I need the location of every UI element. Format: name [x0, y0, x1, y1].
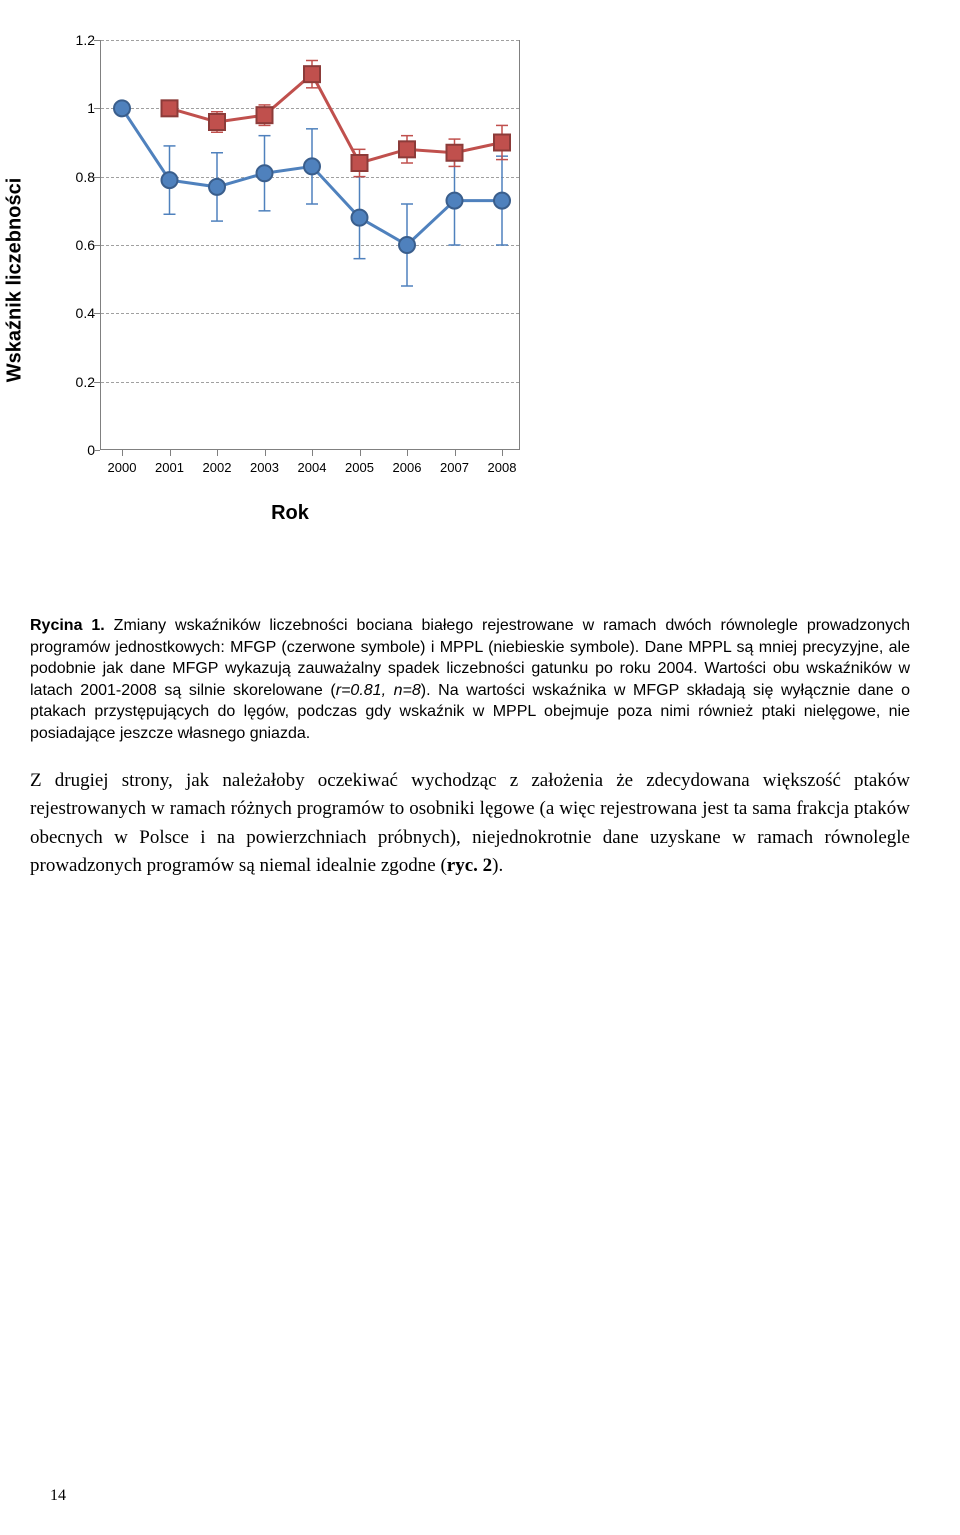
y-tick-label: 1.2: [55, 32, 95, 48]
y-tick-label: 0.2: [55, 374, 95, 390]
chart-y-axis-label: Wskaźnik liczebności: [4, 178, 27, 383]
x-tick-label: 2003: [250, 460, 279, 475]
marker-circle: [114, 100, 130, 116]
marker-square: [304, 66, 320, 82]
x-tick-mark: [170, 450, 171, 456]
x-tick-label: 2008: [488, 460, 517, 475]
chart-plot-area: 00.20.40.60.811.2 2000200120022003200420…: [100, 40, 520, 450]
x-tick-label: 2005: [345, 460, 374, 475]
figure-caption: Rycina 1. Zmiany wskaźników liczebności …: [30, 615, 910, 745]
marker-circle: [447, 193, 463, 209]
marker-square: [162, 100, 178, 116]
marker-circle: [209, 179, 225, 195]
x-tick-mark: [407, 450, 408, 456]
marker-circle: [352, 210, 368, 226]
marker-circle: [257, 165, 273, 181]
x-tick-label: 2006: [393, 460, 422, 475]
body-figure-ref: ryc. 2: [447, 855, 492, 876]
marker-circle: [399, 237, 415, 253]
marker-square: [447, 145, 463, 161]
body-text-b: ).: [492, 855, 503, 876]
marker-square: [494, 135, 510, 151]
marker-square: [257, 107, 273, 123]
marker-square: [209, 114, 225, 130]
body-paragraph: Z drugiej strony, jak należałoby oczekiw…: [30, 767, 910, 881]
chart-svg: [100, 40, 520, 450]
x-tick-mark: [265, 450, 266, 456]
x-tick-label: 2000: [108, 460, 137, 475]
x-tick-label: 2002: [203, 460, 232, 475]
x-tick-mark: [502, 450, 503, 456]
x-tick-mark: [455, 450, 456, 456]
y-tick-label: 0.8: [55, 169, 95, 185]
x-tick-mark: [217, 450, 218, 456]
figure-caption-stat: r=0.81, n=8: [336, 682, 421, 699]
x-tick-label: 2007: [440, 460, 469, 475]
x-tick-label: 2004: [298, 460, 327, 475]
y-tick-label: 0.6: [55, 237, 95, 253]
marker-square: [399, 141, 415, 157]
chart-x-axis-label: Rok: [271, 502, 309, 525]
chart-container: Wskaźnik liczebności 00.20.40.60.811.2 2…: [30, 40, 550, 520]
page-number: 14: [50, 1487, 66, 1505]
marker-circle: [304, 158, 320, 174]
x-tick-mark: [122, 450, 123, 456]
marker-circle: [494, 193, 510, 209]
figure-caption-number: Rycina 1.: [30, 617, 105, 634]
x-tick-mark: [312, 450, 313, 456]
x-tick-label: 2001: [155, 460, 184, 475]
y-tick-label: 0: [55, 442, 95, 458]
y-tick-label: 1: [55, 100, 95, 116]
y-tick-label: 0.4: [55, 305, 95, 321]
marker-circle: [162, 172, 178, 188]
marker-square: [352, 155, 368, 171]
x-tick-mark: [360, 450, 361, 456]
y-tick-mark: [94, 450, 100, 451]
